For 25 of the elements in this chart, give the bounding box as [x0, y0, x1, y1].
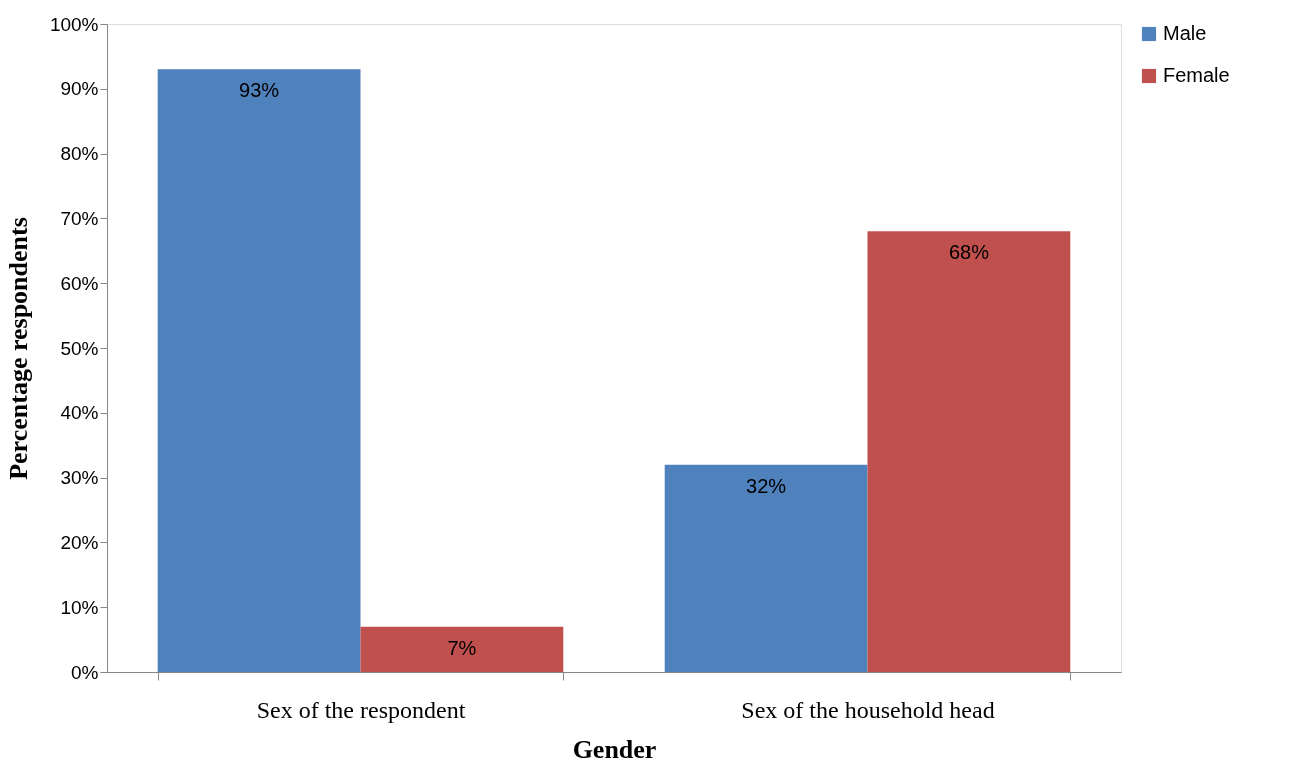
data-label: 32% — [746, 474, 787, 497]
legend-label: Female — [1163, 64, 1230, 86]
y-tick-label: 50% — [60, 337, 99, 359]
x-tick-label: Sex of the household head — [741, 696, 995, 723]
y-tick-label: 20% — [60, 531, 99, 553]
y-tick-label: 70% — [60, 207, 99, 229]
y-tick-label: 30% — [60, 467, 99, 489]
y-tick-label: 40% — [60, 402, 99, 424]
y-tick-label: 90% — [60, 78, 99, 100]
y-tick-label: 60% — [60, 272, 99, 294]
data-label: 68% — [948, 241, 990, 264]
y-tick-label: 100% — [49, 13, 99, 35]
bar — [360, 626, 564, 672]
y-tick-label: 0% — [71, 661, 99, 683]
y-tick-label: 80% — [60, 143, 99, 165]
y-tick-label: 10% — [60, 596, 99, 618]
bar — [867, 231, 1071, 672]
x-axis-title: Gender — [572, 734, 657, 764]
bar — [664, 464, 868, 672]
data-label: 93% — [239, 79, 280, 102]
y-axis-title: Percentage respondents — [3, 217, 33, 480]
legend-label: Male — [1163, 22, 1207, 44]
bar — [157, 69, 361, 672]
data-label: 7% — [447, 636, 477, 659]
x-tick-label: Sex of the respondent — [256, 696, 466, 723]
